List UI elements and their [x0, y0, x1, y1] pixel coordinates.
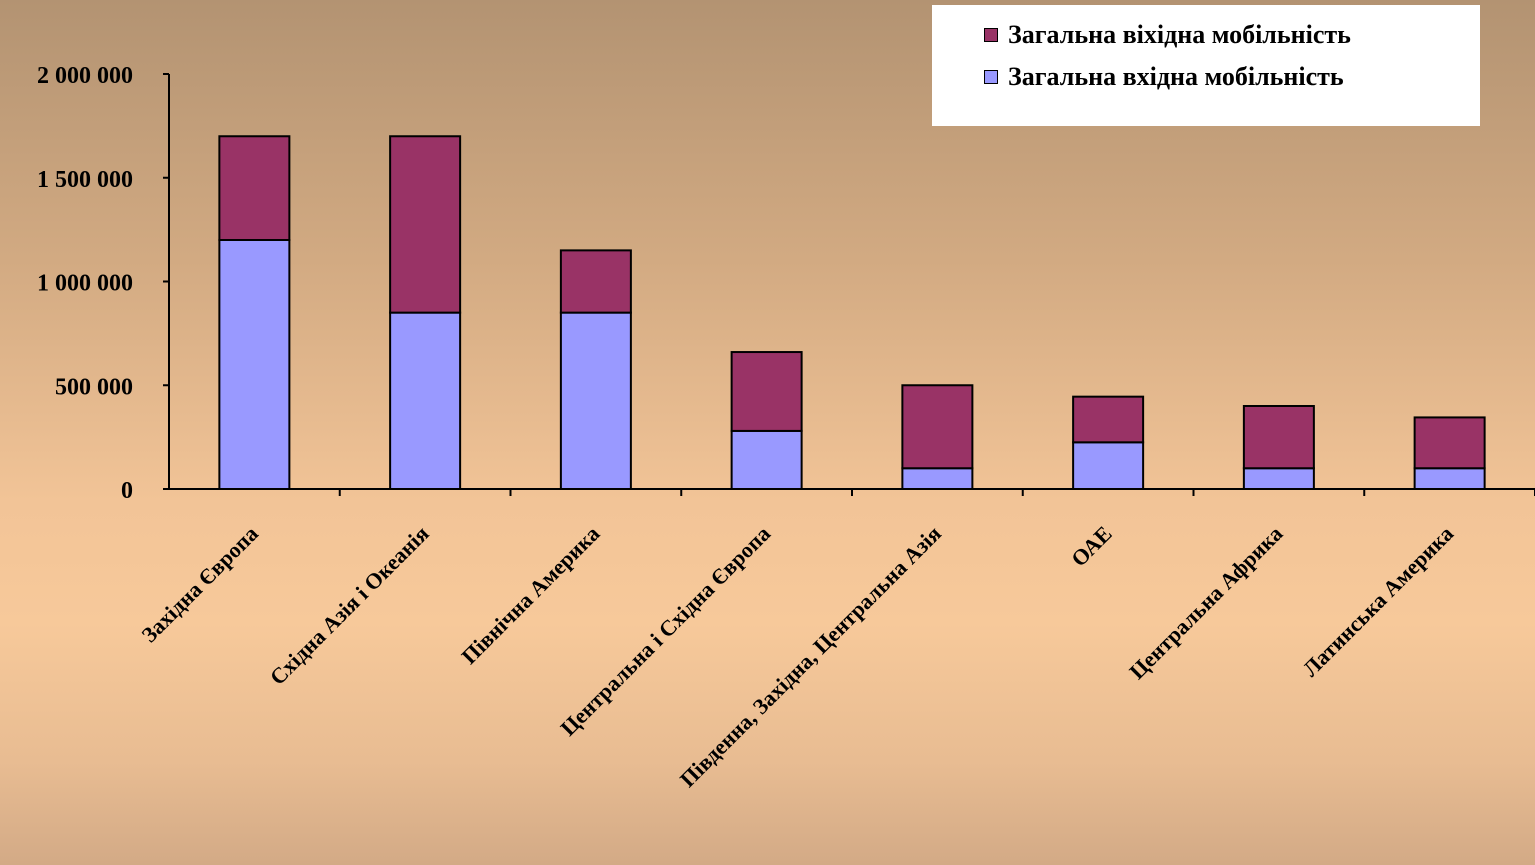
- x-tick-label: Західна Європа: [137, 521, 263, 647]
- bar-segment-outgoing: [901, 384, 974, 470]
- bar-segment-incoming: [218, 239, 291, 490]
- bar-segment-incoming: [1072, 441, 1145, 490]
- bar-segment-incoming: [1242, 467, 1315, 490]
- legend-item-outgoing: Загальна віхідна мобільність: [984, 20, 1480, 49]
- bar-segment-outgoing: [730, 351, 803, 432]
- bar-segment-incoming: [559, 311, 632, 490]
- bar-segment-outgoing: [559, 249, 632, 314]
- bar-segment-incoming: [730, 429, 803, 490]
- y-tick-label: 1 500 000: [37, 167, 133, 193]
- bar-segment-outgoing: [1072, 395, 1145, 444]
- y-tick-label: 1 000 000: [37, 271, 133, 297]
- y-tick-label: 2 000 000: [37, 63, 133, 89]
- legend-swatch-outgoing: [984, 28, 998, 42]
- bar-segment-incoming: [901, 467, 974, 490]
- legend-swatch-incoming: [984, 70, 998, 84]
- bar-segment-incoming: [389, 311, 462, 490]
- bar-segment-outgoing: [1242, 405, 1315, 470]
- legend-item-incoming: Загальна вхідна мобільність: [984, 62, 1480, 91]
- x-tick-label: Північна Америка: [456, 521, 604, 669]
- y-tick-label: 500 000: [55, 374, 133, 400]
- bar-segment-outgoing: [389, 135, 462, 314]
- y-tick-label: 0: [121, 478, 133, 504]
- legend-label-outgoing: Загальна віхідна мобільність: [1008, 20, 1351, 49]
- bar-segment-incoming: [1413, 467, 1486, 490]
- bar-segment-outgoing: [218, 135, 291, 241]
- bar-segment-outgoing: [1413, 416, 1486, 470]
- x-tick-label: Центральна Африка: [1124, 521, 1287, 684]
- x-tick-label: Латинська Америка: [1298, 521, 1459, 682]
- chart-legend: Загальна віхідна мобільність Загальна вх…: [932, 5, 1480, 126]
- legend-label-incoming: Загальна вхідна мобільність: [1008, 62, 1344, 91]
- x-tick-label: ОАЕ: [1066, 521, 1117, 572]
- x-tick-label: Східна Азія і Океанія: [265, 521, 434, 690]
